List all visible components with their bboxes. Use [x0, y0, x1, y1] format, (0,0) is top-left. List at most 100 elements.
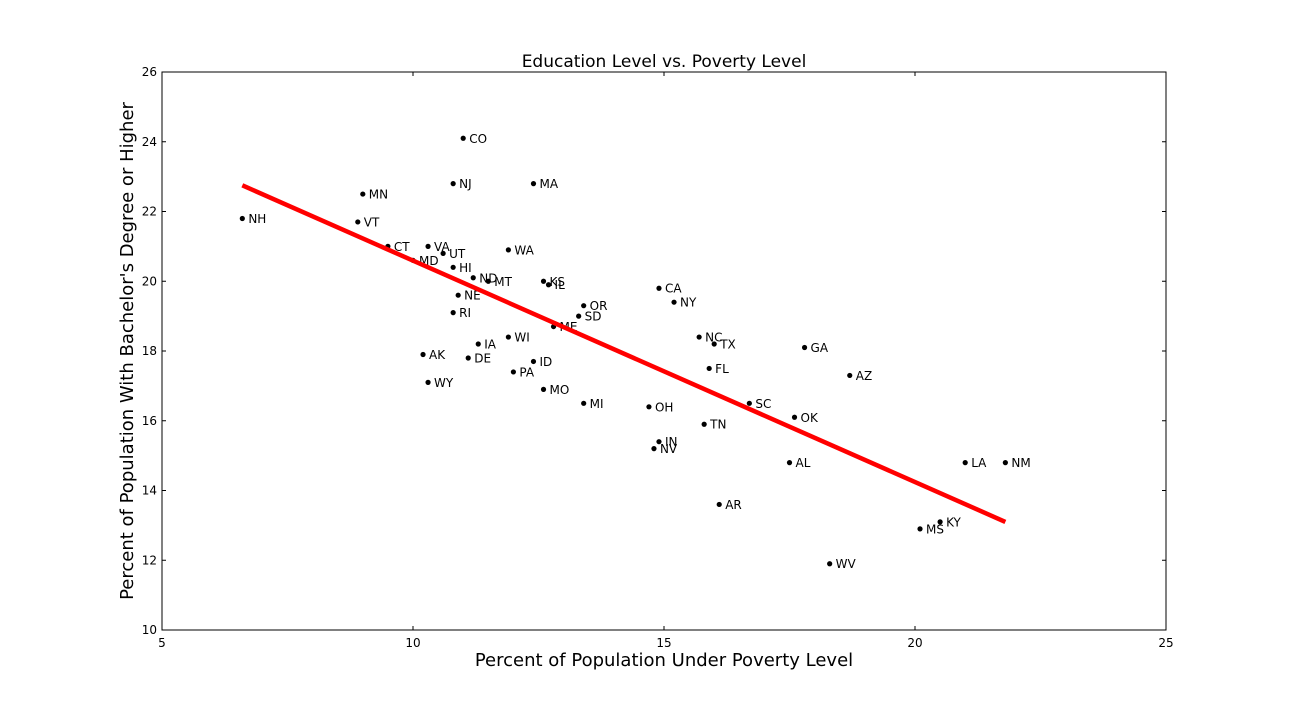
- data-point-ny: [671, 299, 677, 305]
- data-point-al: [786, 460, 793, 466]
- data-point-ri: [450, 310, 456, 316]
- data-point-la: [962, 460, 968, 466]
- y-tick-label: 14: [142, 484, 157, 498]
- data-point-ga: [801, 344, 808, 351]
- x-tick-label: 25: [1158, 636, 1173, 650]
- data-point-ar: [716, 501, 722, 508]
- data-point-wi: [505, 334, 511, 340]
- point-label-nd: ND: [479, 271, 497, 285]
- point-label-al: AL: [796, 456, 811, 470]
- data-point-nd: [470, 275, 476, 281]
- y-tick-label: 16: [142, 414, 157, 428]
- data-point-ok: [791, 414, 798, 420]
- chart-title: Education Level vs. Poverty Level: [522, 52, 807, 72]
- data-point-mt: [485, 278, 491, 284]
- point-label-sd: SD: [585, 310, 602, 324]
- point-label-or: OR: [590, 299, 608, 313]
- data-point-az: [847, 372, 853, 379]
- trendline: [241, 183, 1007, 524]
- data-point-mi: [581, 400, 587, 406]
- data-point-sc: [746, 400, 752, 406]
- point-label-co: CO: [469, 132, 487, 146]
- data-point-ut: [440, 250, 446, 256]
- data-point-ma: [530, 181, 537, 187]
- data-point-pa: [510, 369, 516, 375]
- point-label-nc: NC: [705, 331, 722, 345]
- x-tick-label: 10: [405, 636, 420, 650]
- data-point-wy: [425, 379, 431, 385]
- x-axis: 5 10 15 20 25: [158, 72, 1174, 650]
- point-label-nm: NM: [1011, 456, 1030, 470]
- data-point-ca: [656, 285, 662, 291]
- point-label-ny: NY: [680, 296, 697, 310]
- point-label-sc: SC: [755, 397, 771, 411]
- point-label-wv: WV: [836, 557, 857, 571]
- point-label-tn: TN: [709, 418, 726, 432]
- x-tick-label: 5: [158, 636, 166, 650]
- data-point-ia: [475, 341, 481, 347]
- y-tick-label: 26: [142, 65, 157, 79]
- point-label-ks: KS: [550, 275, 566, 289]
- data-point-nh: [239, 215, 245, 222]
- y-tick-label: 24: [142, 135, 157, 149]
- point-label-ct: CT: [394, 240, 410, 254]
- data-point-hi: [450, 264, 456, 270]
- point-label-ak: AK: [429, 348, 446, 362]
- point-label-ar: AR: [725, 498, 742, 512]
- point-label-ne: NE: [464, 289, 481, 303]
- point-label-de: DE: [474, 351, 491, 365]
- point-label-wi: WI: [514, 331, 529, 345]
- y-tick-label: 20: [142, 274, 157, 288]
- point-label-az: AZ: [856, 369, 872, 383]
- point-label-mo: MO: [550, 383, 570, 397]
- plot-frame: [161, 71, 1167, 631]
- point-label-nv: NV: [660, 442, 678, 456]
- y-tick-label: 10: [142, 623, 157, 637]
- x-axis-label: Percent of Population Under Poverty Leve…: [475, 650, 853, 671]
- data-point-in: [656, 439, 662, 445]
- data-point-sd: [576, 313, 582, 319]
- data-point-ks: [540, 278, 547, 284]
- data-point-de: [465, 355, 471, 361]
- data-point-ne: [455, 292, 461, 298]
- y-axis: 10 12 14 16 18 20 22 24 26: [142, 65, 1166, 637]
- point-label-nh: NH: [248, 212, 266, 226]
- data-point-ak: [420, 351, 426, 358]
- point-label-ma: MA: [539, 177, 558, 191]
- y-tick-label: 22: [142, 205, 157, 219]
- data-point-nm: [1002, 460, 1008, 466]
- point-label-nj: NJ: [459, 177, 472, 191]
- point-label-la: LA: [971, 456, 987, 470]
- x-tick-label: 20: [907, 636, 922, 650]
- point-label-fl: FL: [715, 362, 729, 376]
- point-label-ut: UT: [449, 247, 466, 261]
- data-point-vt: [355, 219, 361, 225]
- point-label-ga: GA: [811, 341, 829, 355]
- data-point-il: [545, 282, 552, 288]
- point-label-tx: TX: [719, 338, 736, 352]
- data-point-wa: [505, 247, 511, 253]
- point-label-id: ID: [539, 355, 552, 369]
- y-tick-label: 18: [142, 344, 157, 358]
- point-label-mn: MN: [369, 188, 388, 202]
- data-point-va: [425, 243, 431, 249]
- point-label-wa: WA: [514, 243, 534, 257]
- point-label-ca: CA: [665, 282, 682, 296]
- data-point-nj: [450, 181, 456, 187]
- point-label-ri: RI: [459, 306, 471, 320]
- y-axis-label: Percent of Population With Bachelor's De…: [117, 101, 138, 599]
- data-point-wv: [827, 561, 833, 567]
- point-label-ky: KY: [946, 515, 961, 529]
- data-point-mn: [360, 191, 366, 197]
- point-label-pa: PA: [519, 365, 534, 379]
- data-point-tx: [711, 341, 717, 347]
- data-point-co: [460, 135, 466, 141]
- point-label-ms: MS: [926, 522, 944, 536]
- point-label-mi: MI: [590, 397, 604, 411]
- point-label-hi: HI: [459, 261, 472, 275]
- point-label-wy: WY: [434, 376, 454, 390]
- data-point-nc: [696, 334, 702, 340]
- y-tick-label: 12: [142, 553, 157, 567]
